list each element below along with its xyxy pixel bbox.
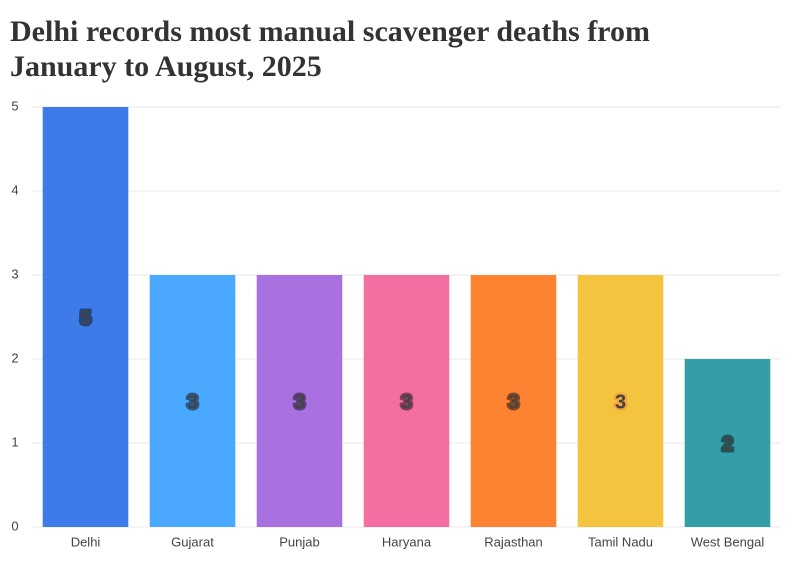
y-tick-label: 4 bbox=[11, 182, 18, 197]
data-label: 3 bbox=[508, 391, 519, 413]
bar bbox=[256, 275, 343, 527]
bar bbox=[42, 107, 129, 527]
data-label: 3 bbox=[401, 391, 412, 413]
chart-title: Delhi records most manual scavenger deat… bbox=[10, 15, 650, 83]
data-label: 2 bbox=[722, 433, 733, 455]
y-tick-label: 0 bbox=[11, 518, 18, 533]
bar bbox=[684, 359, 771, 527]
data-label: 5 bbox=[80, 307, 91, 329]
bar bbox=[149, 275, 236, 527]
data-label: 3 bbox=[615, 391, 626, 413]
data-label: 3 bbox=[187, 391, 198, 413]
x-tick-label: Delhi bbox=[71, 534, 101, 549]
x-tick-label: West Bengal bbox=[691, 534, 765, 549]
x-tick-label: Rajasthan bbox=[484, 534, 543, 549]
y-tick-label: 1 bbox=[11, 434, 18, 449]
x-tick-label: Haryana bbox=[382, 534, 432, 549]
x-tick-label: Gujarat bbox=[171, 534, 214, 549]
bar bbox=[577, 275, 664, 527]
x-tick-label: Punjab bbox=[279, 534, 319, 549]
y-tick-label: 3 bbox=[11, 266, 18, 281]
data-label: 3 bbox=[294, 391, 305, 413]
x-tick-label: Tamil Nadu bbox=[588, 534, 653, 549]
y-tick-label: 2 bbox=[11, 350, 18, 365]
bar bbox=[470, 275, 557, 527]
bar bbox=[363, 275, 450, 527]
y-tick-label: 5 bbox=[11, 98, 18, 113]
